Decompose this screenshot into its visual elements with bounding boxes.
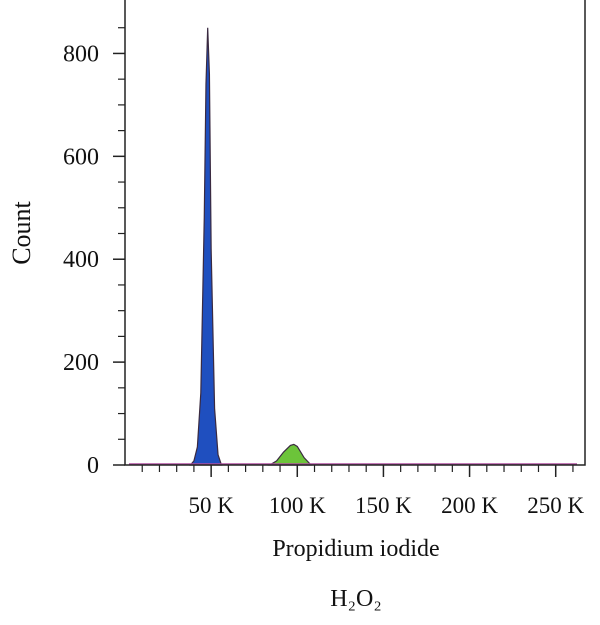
y-tick-label: 600 xyxy=(63,144,99,170)
histogram-area xyxy=(267,443,313,466)
x-tick-label: 50 K xyxy=(188,493,234,518)
y-tick-label: 200 xyxy=(63,350,99,376)
x-tick-label: 150 K xyxy=(355,493,412,518)
caption: H₂O₂ xyxy=(330,586,381,612)
x-axis-label: Propidium iodide xyxy=(272,536,439,562)
histogram-area xyxy=(189,27,223,466)
y-tick-label: 400 xyxy=(63,247,99,273)
x-tick-label: 250 K xyxy=(527,493,584,518)
y-axis-label: Count xyxy=(7,200,36,264)
y-tick-label: 800 xyxy=(63,41,99,67)
x-tick-label: 100 K xyxy=(269,493,326,518)
plot-frame xyxy=(124,0,586,466)
y-tick-label: 0 xyxy=(87,453,99,479)
x-tick-label: 200 K xyxy=(441,493,498,518)
